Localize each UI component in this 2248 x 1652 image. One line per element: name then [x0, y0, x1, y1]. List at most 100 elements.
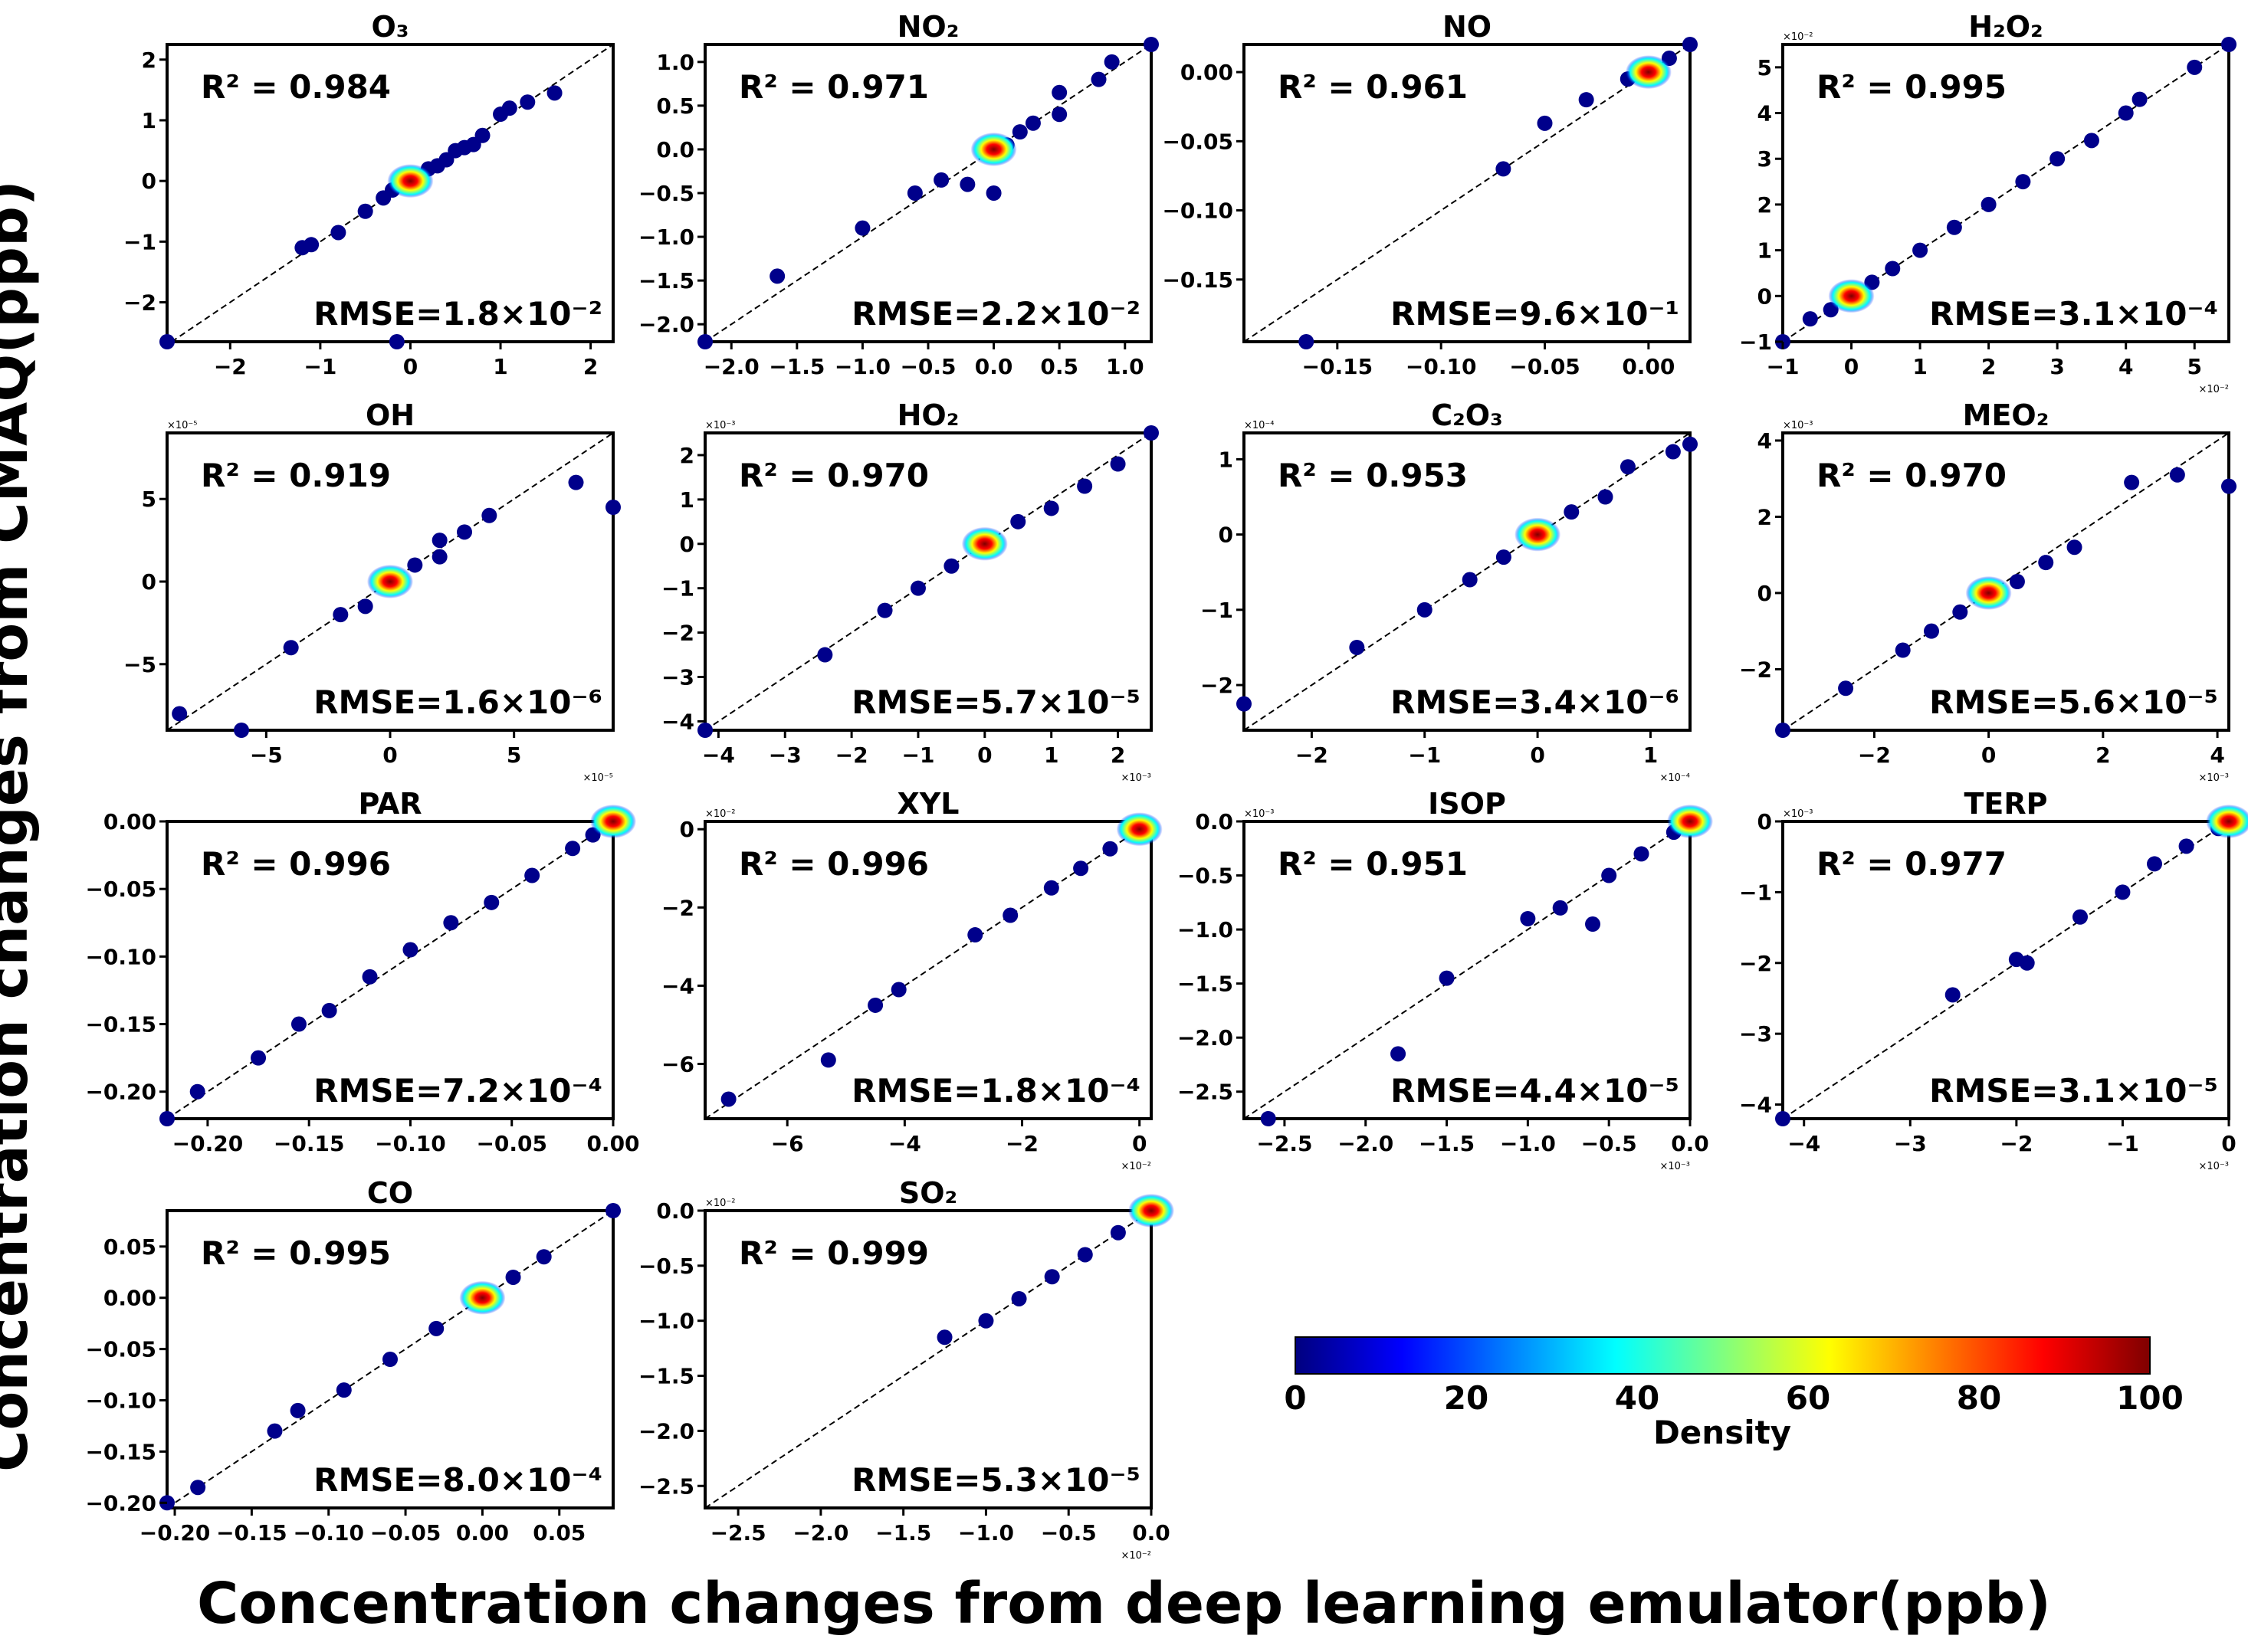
- data-point: [1102, 841, 1118, 857]
- x-tick-label: −2: [2000, 1131, 2033, 1156]
- y-tick-label: −1: [1200, 598, 1233, 623]
- y-tick-label: −2.0: [638, 312, 694, 337]
- x-tick-label: 0.00: [586, 1131, 639, 1156]
- data-point: [1564, 504, 1580, 520]
- data-point: [937, 1329, 953, 1346]
- data-point: [1077, 478, 1093, 494]
- data-point: [432, 549, 448, 565]
- data-point: [1665, 444, 1681, 460]
- data-point: [505, 1269, 521, 1285]
- density-hotspot: [970, 132, 1017, 166]
- x-axis-label: Concentration changes from deep learning…: [197, 1571, 2051, 1637]
- data-point: [1946, 219, 1962, 235]
- colorbar-label: Density: [1652, 1414, 1792, 1451]
- data-point: [1495, 549, 1511, 565]
- y-tick-label: 0.0: [656, 137, 694, 162]
- data-point: [1236, 696, 1252, 712]
- x-tick-label: −0.15: [1302, 354, 1373, 379]
- colorbar-tick-label: 100: [2116, 1379, 2184, 1417]
- density-hotspot: [1128, 1194, 1174, 1228]
- y-scale-factor: ×10⁻²: [1783, 31, 1813, 43]
- y-tick-label: −2.0: [638, 1418, 694, 1444]
- x-tick-label: 3: [2049, 354, 2064, 379]
- data-point: [290, 1402, 306, 1418]
- panel-title: PAR: [358, 787, 422, 821]
- data-point: [868, 997, 884, 1013]
- data-point: [877, 602, 893, 618]
- rmse-label: RMSE=3.1×10⁻⁵: [1929, 1072, 2218, 1110]
- x-tick-label: −2: [1858, 742, 1891, 768]
- x-scale-factor: ×10⁻²: [2198, 384, 2229, 395]
- data-point: [481, 507, 497, 523]
- x-tick-label: −1.5: [1419, 1131, 1475, 1156]
- data-point: [190, 1480, 206, 1496]
- y-scale-factor: ×10⁻²: [705, 808, 736, 820]
- x-tick-label: −1.0: [958, 1520, 1014, 1545]
- r-squared-label: R² = 0.970: [1816, 457, 2007, 494]
- data-point: [770, 268, 786, 284]
- y-tick-label: −0.10: [85, 944, 156, 969]
- data-point: [2221, 478, 2237, 494]
- data-point: [820, 1052, 836, 1068]
- x-tick-label: −0.05: [370, 1520, 441, 1545]
- y-tick-label: 0: [1757, 284, 1772, 309]
- data-point: [1416, 601, 1432, 618]
- data-point: [283, 640, 299, 656]
- x-tick-label: 4: [2118, 354, 2133, 379]
- data-point: [234, 723, 249, 738]
- panel-title: C₂O₃: [1431, 398, 1502, 432]
- density-hotspot: [1667, 805, 1713, 838]
- data-point: [321, 1002, 337, 1018]
- data-point: [457, 524, 472, 540]
- x-tick-label: 0.00: [1622, 354, 1675, 379]
- x-tick-label: −0.20: [172, 1131, 244, 1156]
- x-tick-label: 0: [1530, 742, 1544, 768]
- y-tick-label: −0.15: [1162, 267, 1233, 293]
- colorbar-tick-label: 20: [1443, 1379, 1489, 1417]
- panel: NO₂ −2.0 −1.5 −1.0 −0.5 0.0 0.5 1.0 −2.0 −1.5 −1.0…: [638, 10, 1159, 379]
- x-tick-label: 0: [382, 742, 397, 768]
- x-tick-label: −2.0: [704, 354, 760, 379]
- x-tick-label: −4: [702, 742, 735, 768]
- y-tick-label: −2.0: [1177, 1025, 1233, 1051]
- x-tick-label: −1.5: [875, 1520, 931, 1545]
- data-point: [484, 894, 500, 910]
- data-point: [2118, 105, 2134, 121]
- data-point: [1952, 604, 1968, 620]
- data-point: [2169, 467, 2185, 483]
- x-tick-label: 2: [2095, 742, 2110, 768]
- data-point: [1052, 84, 1068, 100]
- y-tick-label: −0.20: [85, 1490, 156, 1516]
- x-tick-label: −0.15: [216, 1520, 287, 1545]
- data-point: [1298, 334, 1314, 349]
- x-scale-factor: ×10⁻²: [1121, 1550, 1151, 1562]
- x-tick-label: 0: [2221, 1131, 2236, 1156]
- data-point: [1144, 37, 1159, 52]
- x-scale-factor: ×10⁻⁵: [583, 772, 613, 784]
- y-tick-label: 0.0: [656, 1198, 694, 1224]
- x-tick-label: −2: [214, 354, 247, 379]
- y-tick-label: 0: [142, 169, 156, 194]
- y-tick-label: −1.5: [638, 1364, 694, 1389]
- r-squared-label: R² = 0.996: [201, 845, 391, 883]
- plot-frame: [1242, 820, 1692, 1120]
- data-point: [520, 94, 536, 110]
- density-hotspot: [1828, 279, 1875, 313]
- data-point: [1802, 311, 1818, 327]
- data-point: [2178, 838, 2194, 854]
- y-scale-factor: ×10⁻⁵: [167, 420, 198, 431]
- y-tick-label: −5: [123, 652, 156, 677]
- y-tick-label: 0.00: [103, 1286, 156, 1311]
- data-point: [1104, 54, 1120, 70]
- data-point: [2049, 151, 2066, 167]
- density-hotspot: [1965, 575, 2012, 610]
- panel: O₃ −2 −1 0 1 2 −2 −1 0 1 2 R² = 0.984 RMSE=1.8×10⁻²: [123, 10, 615, 379]
- y-tick-label: −0.5: [1177, 864, 1233, 889]
- x-tick-label: 2: [583, 354, 598, 379]
- colorbar-tick-label: 40: [1614, 1379, 1660, 1417]
- y-tick-label: 0.5: [656, 93, 694, 119]
- panel-title: NO: [1442, 10, 1492, 44]
- data-point: [251, 1050, 267, 1066]
- y-tick-label: −2.5: [638, 1473, 694, 1499]
- r-squared-label: R² = 0.995: [201, 1234, 391, 1272]
